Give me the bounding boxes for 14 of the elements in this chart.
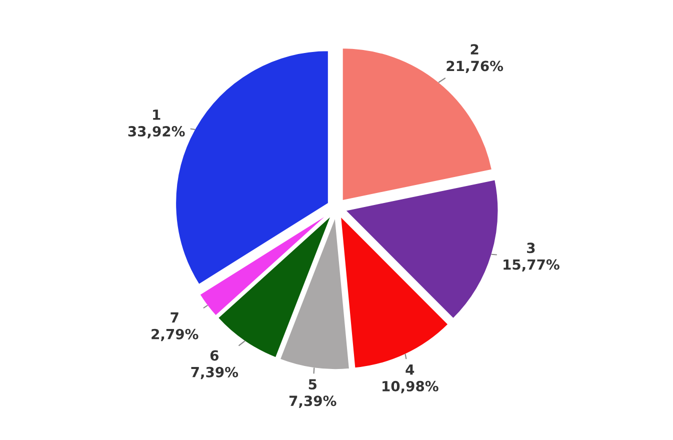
slice-label: 4 [406, 364, 414, 375]
slice-label: 7 [170, 312, 178, 323]
slice-label: 1 [153, 110, 160, 120]
slice-label: 6 [210, 350, 218, 361]
slice-label: 5 [308, 379, 316, 390]
data-label: 15,77% [504, 259, 560, 272]
slice-label: 2 [470, 44, 478, 54]
data-label: 2,79% [152, 328, 198, 342]
data-label: 21,76% [446, 60, 504, 74]
data-label: 10,98% [382, 380, 438, 394]
slice-label: 3 [527, 242, 535, 254]
data-label: 7,39% [289, 396, 336, 408]
data-label: 33,92% [128, 126, 185, 138]
data-label: 7,39% [191, 366, 238, 380]
